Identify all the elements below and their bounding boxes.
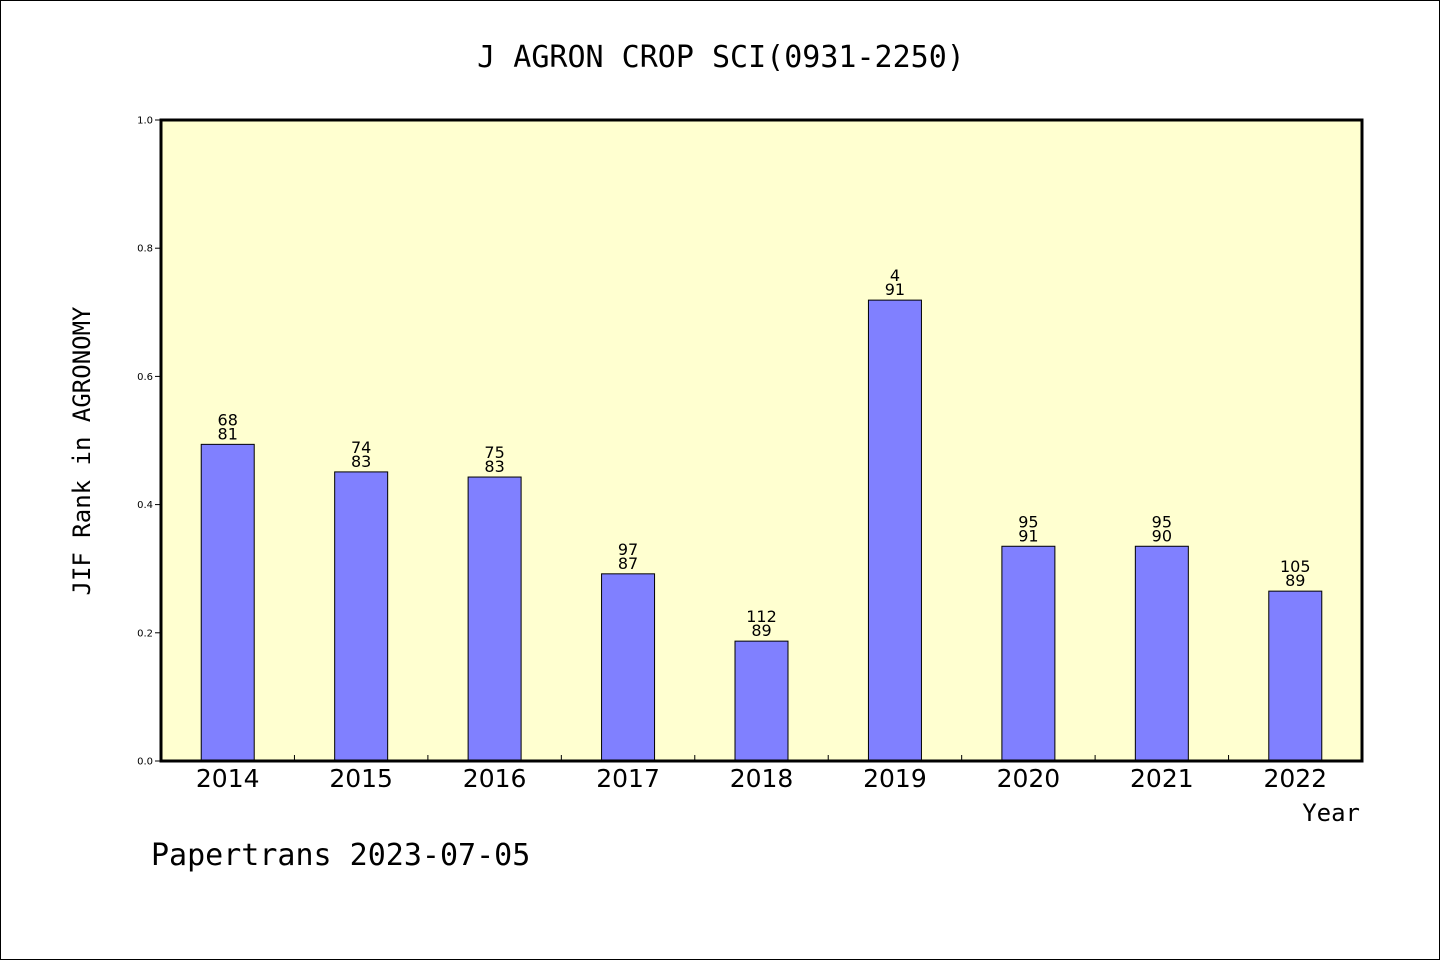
bar-2017 (601, 573, 656, 762)
bar-2015 (334, 471, 389, 762)
y-tick-label: 0.2 (137, 628, 153, 639)
bars (200, 299, 1323, 762)
x-tick-label: 2018 (730, 764, 794, 793)
bar-label-top: 105 (1280, 557, 1311, 576)
bar-2019 (867, 299, 922, 762)
bar-2016 (467, 476, 522, 762)
bar-label-bottom: 90 (1152, 526, 1172, 545)
footer-text: Papertrans 2023-07-05 (151, 838, 530, 873)
bar-label-top: 68 (218, 410, 238, 429)
bar-label-bottom: 91 (1018, 526, 1038, 545)
x-tick-label: 2017 (596, 764, 660, 793)
y-tick-label: 1.0 (137, 116, 153, 127)
bar-2018 (734, 640, 789, 762)
bar-label-top: 95 (1018, 512, 1038, 531)
bar-label-bottom: 81 (218, 424, 238, 443)
x-tick-label: 2022 (1263, 764, 1327, 793)
bar-2014 (200, 443, 255, 762)
x-tick-label: 2015 (329, 764, 393, 793)
y-tick-label: 0.8 (137, 244, 153, 255)
y-tick-label: 0.0 (137, 757, 153, 768)
x-tick-label: 2016 (463, 764, 527, 793)
x-axis-label: Year (1302, 799, 1360, 827)
y-axis-ticks: 0.0 0.2 0.4 0.6 0.8 1.0 (137, 116, 161, 768)
x-tick-label: 2020 (997, 764, 1061, 793)
chart-title: J AGRON CROP SCI(0931-2250) (477, 40, 965, 75)
bar-label-top: 4 (890, 266, 900, 285)
bar-label-bottom: 89 (751, 621, 771, 640)
bar-label-bottom: 91 (885, 280, 905, 299)
x-tick-label: 2014 (196, 764, 260, 793)
x-tick-label: 2021 (1130, 764, 1194, 793)
bar-2020 (1001, 545, 1056, 762)
x-tick-label: 2019 (863, 764, 927, 793)
bar-2022 (1268, 590, 1323, 762)
y-tick-label: 0.4 (137, 500, 153, 511)
plot-border (159, 118, 1364, 763)
bar-label-top: 74 (351, 438, 371, 457)
bar-label-top: 75 (484, 443, 504, 462)
y-tick-label: 0.6 (137, 372, 153, 383)
bar-label-top: 95 (1152, 512, 1172, 531)
bar-label-bottom: 83 (484, 457, 504, 476)
x-axis-ticks: 2014 2015 2016 2017 2018 2019 2020 2021 2022 (196, 755, 1327, 793)
bar-2021 (1134, 545, 1189, 762)
bar-label-bottom: 83 (351, 452, 371, 471)
bar-label-bottom: 89 (1285, 571, 1305, 590)
bar-label-bottom: 87 (618, 554, 638, 573)
bar-label-top: 112 (746, 607, 777, 626)
bar-label-top: 97 (618, 540, 638, 559)
y-axis-label: JIF Rank in AGRONOMY (68, 306, 96, 596)
